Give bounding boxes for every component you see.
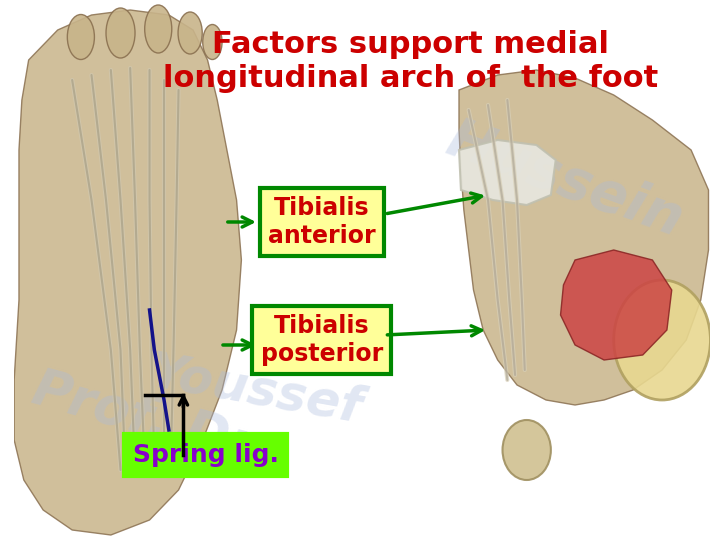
- Ellipse shape: [203, 24, 222, 59]
- Text: Spring lig.: Spring lig.: [132, 443, 279, 467]
- Ellipse shape: [178, 12, 202, 54]
- Polygon shape: [14, 10, 241, 535]
- Ellipse shape: [68, 15, 94, 59]
- Ellipse shape: [613, 280, 711, 400]
- Polygon shape: [561, 250, 672, 360]
- Ellipse shape: [503, 420, 551, 480]
- Text: Youssef: Youssef: [146, 348, 366, 433]
- Text: Prof. Dr.: Prof. Dr.: [27, 364, 272, 476]
- Text: Factors support medial
longitudinal arch of  the foot: Factors support medial longitudinal arch…: [163, 30, 658, 92]
- Polygon shape: [459, 140, 556, 205]
- Ellipse shape: [145, 5, 172, 53]
- Text: Tibialis
anterior: Tibialis anterior: [268, 196, 376, 248]
- Text: Tibialis
posterior: Tibialis posterior: [261, 314, 383, 366]
- Text: Hussein: Hussein: [439, 112, 691, 248]
- Ellipse shape: [106, 8, 135, 58]
- Polygon shape: [459, 70, 708, 405]
